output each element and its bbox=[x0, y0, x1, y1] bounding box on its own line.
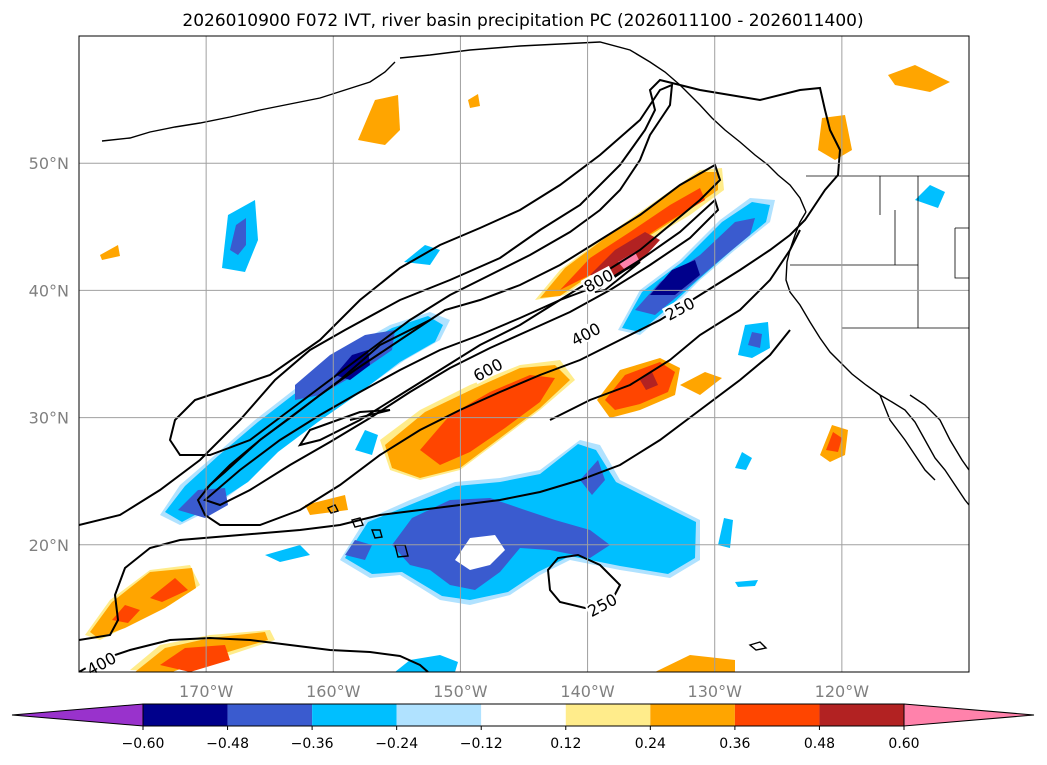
ivt-contour-250-outer bbox=[79, 78, 842, 526]
precip-positive-central bbox=[640, 372, 658, 390]
coastline-aleutians bbox=[101, 61, 396, 142]
colorbar-swatch bbox=[396, 704, 482, 726]
ivt-contour-250-south bbox=[79, 329, 791, 641]
gridlines bbox=[79, 36, 969, 672]
longitude-tick-label: 140°W bbox=[560, 682, 615, 701]
coastline-gulf bbox=[909, 394, 969, 471]
coastlines bbox=[101, 41, 969, 651]
precip-positive-blob bbox=[100, 245, 120, 260]
colorbar-frame bbox=[142, 703, 905, 727]
coastline-alaska bbox=[399, 41, 807, 213]
colorbar-swatch bbox=[312, 704, 397, 726]
coastline-hawaii bbox=[326, 504, 409, 558]
colorbar-tick-label: −0.60 bbox=[122, 736, 165, 752]
ivt-contour-label-bg bbox=[83, 648, 120, 678]
colorbar-swatch bbox=[227, 704, 313, 726]
precip-negative-ne bbox=[915, 185, 945, 208]
precip-negative-s bbox=[395, 655, 458, 672]
coastline-baja bbox=[879, 394, 936, 481]
precip-negative-s bbox=[735, 580, 758, 587]
colorbar-swatch bbox=[819, 704, 904, 726]
ivt-contour-400-sw bbox=[79, 636, 429, 672]
colorbar-tick-label: 0.48 bbox=[804, 736, 835, 752]
precip-negative-s bbox=[718, 518, 733, 548]
colorbar-over-extend bbox=[903, 703, 1035, 727]
precip-negative-s bbox=[355, 430, 378, 455]
coastline-island bbox=[748, 641, 768, 651]
precip-positive-central bbox=[605, 362, 675, 410]
precip-negative-w bbox=[178, 488, 228, 518]
precip-positive-blob bbox=[468, 94, 480, 108]
precip-negative-s bbox=[580, 460, 605, 495]
ivt-contour-label-bg bbox=[661, 293, 698, 324]
latitude-tick-label: 40°N bbox=[29, 281, 69, 300]
colorbar-tick-label: −0.12 bbox=[460, 736, 503, 752]
precip-negative-s bbox=[455, 535, 505, 570]
precip-negative-w bbox=[230, 218, 246, 255]
longitude-tick-label: 120°W bbox=[815, 682, 870, 701]
colorbar-swatch bbox=[650, 704, 735, 726]
colorbar-swatch bbox=[143, 704, 228, 726]
colorbar-tick-label: 0.60 bbox=[888, 736, 919, 752]
precip-positive-sw bbox=[160, 645, 230, 672]
latitude-tick-label: 30°N bbox=[29, 409, 69, 428]
colorbar-under-extend bbox=[11, 703, 144, 727]
ivt-contour-600 bbox=[204, 163, 722, 491]
precip-negative-ne bbox=[748, 332, 762, 348]
ivt-contour-label-bg bbox=[567, 319, 604, 349]
border-states bbox=[790, 176, 969, 329]
precip-positive-sw bbox=[150, 578, 188, 602]
colorbar-swatch bbox=[481, 704, 566, 726]
precip-positive-sw bbox=[112, 605, 140, 623]
precip-positive-ne bbox=[618, 252, 640, 270]
colorbar-swatch bbox=[565, 704, 651, 726]
colorbar-tick-label: 0.36 bbox=[719, 736, 750, 752]
ivt-contour-250-east bbox=[549, 229, 801, 421]
latitude-tick-label: 50°N bbox=[29, 154, 69, 173]
colorbar-tick-label: −0.36 bbox=[291, 736, 334, 752]
precip-positive-blob bbox=[826, 432, 842, 452]
longitude-tick-label: 160°W bbox=[306, 682, 361, 701]
precip-negative-w bbox=[165, 316, 443, 522]
ivt-contour-250-sloop bbox=[546, 553, 622, 610]
map-frame bbox=[78, 35, 970, 673]
ivt-contour-label-bg bbox=[584, 590, 621, 620]
colorbar-tick-label: −0.24 bbox=[375, 736, 418, 752]
latitude-tick-label: 20°N bbox=[29, 536, 69, 555]
precip-negative-ne bbox=[650, 260, 700, 295]
precip-negative-s bbox=[265, 545, 310, 562]
longitude-tick-label: 130°W bbox=[688, 682, 743, 701]
colorbar-swatch bbox=[734, 704, 820, 726]
precip-positive-blob bbox=[358, 95, 400, 145]
ivt-contour-label-bg bbox=[469, 354, 506, 385]
precip-positive-central bbox=[680, 372, 722, 395]
map-title: 2026010900 F072 IVT, river basin precipi… bbox=[182, 11, 863, 31]
ivt-contour-label-bg bbox=[580, 265, 617, 296]
precip-positive-central bbox=[420, 375, 555, 465]
colorbar-tick-label: −0.48 bbox=[206, 736, 249, 752]
longitude-tick-label: 150°W bbox=[433, 682, 488, 701]
longitude-tick-label: 170°W bbox=[179, 682, 234, 701]
precip-negative-s bbox=[735, 452, 752, 470]
precip-positive-blob bbox=[888, 65, 950, 92]
ivt-contour-inner bbox=[203, 198, 720, 507]
ivt-contour-400 bbox=[168, 83, 674, 456]
ivt-contours bbox=[79, 78, 842, 672]
coastline-north-america bbox=[785, 211, 969, 506]
colorbar-tick-label: 0.12 bbox=[550, 736, 581, 752]
precip-positive-blob bbox=[818, 115, 852, 160]
latitude-tick-labels: 20°N 30°N 40°N 50°N bbox=[29, 154, 69, 555]
colorbar: −0.60 −0.48 −0.36 −0.24 −0.12 0.12 0.24 0.36 0.4… bbox=[11, 703, 1035, 752]
longitude-tick-labels: 170°W 160°W 150°W 140°W 130°W 120°W bbox=[179, 682, 869, 701]
colorbar-tick-label: 0.24 bbox=[635, 736, 666, 752]
precip-positive-ne bbox=[560, 188, 705, 290]
precip-shading bbox=[85, 65, 950, 672]
